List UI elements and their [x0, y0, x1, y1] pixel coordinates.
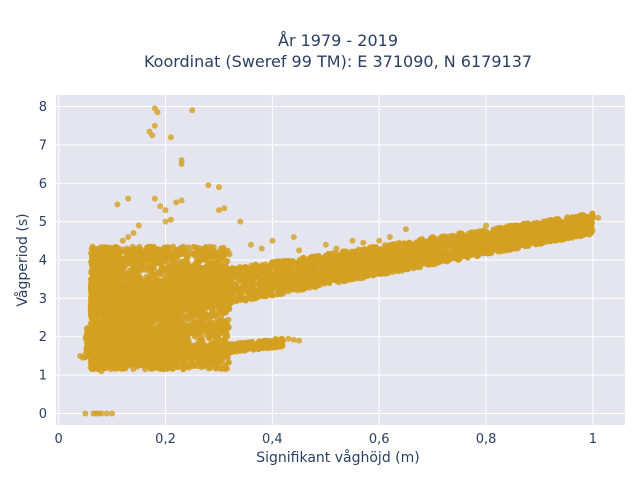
cloud-point: [226, 359, 232, 365]
cloud-point: [158, 250, 164, 256]
cloud-point: [223, 310, 229, 316]
cloud-point: [207, 323, 213, 329]
cloud-point: [99, 311, 105, 317]
cloud-point: [90, 306, 96, 312]
cloud-point: [127, 252, 133, 258]
cloud-point: [144, 274, 150, 280]
cloud-point: [112, 257, 118, 263]
cloud-point: [194, 334, 200, 340]
cloud-point: [184, 327, 190, 333]
cloud-point: [161, 364, 167, 370]
cloud-point: [158, 269, 164, 275]
cloud-point: [197, 325, 203, 331]
cloud-point: [115, 247, 121, 253]
cloud-point: [149, 257, 155, 263]
cloud-point: [203, 245, 209, 251]
cloud-point: [130, 366, 136, 372]
cloud-point: [119, 264, 125, 270]
cloud-point: [202, 257, 208, 263]
cloud-point: [90, 315, 96, 321]
cloud-point: [224, 258, 230, 264]
cloud-point: [218, 360, 224, 366]
cloud-point: [195, 363, 201, 369]
cloud-point: [178, 320, 184, 326]
cloud-point: [203, 311, 209, 317]
cloud-point: [88, 276, 94, 282]
cloud-point: [104, 288, 110, 294]
cloud-point: [137, 274, 143, 280]
cloud-point: [205, 263, 211, 269]
cloud-point: [214, 318, 220, 324]
cloud-point: [145, 248, 151, 254]
cloud-point: [187, 363, 193, 369]
cloud-point: [161, 256, 167, 262]
cloud-point: [325, 251, 331, 257]
cloud-point: [88, 250, 94, 256]
cloud-point: [169, 366, 175, 372]
cloud-point: [180, 263, 186, 269]
cloud-point: [214, 334, 220, 340]
cloud-point: [121, 257, 127, 263]
cloud-point: [105, 304, 111, 310]
cloud-point: [222, 249, 228, 255]
cloud-point: [185, 313, 191, 319]
cloud-point: [104, 260, 110, 266]
cloud-point: [139, 264, 145, 270]
cloud-point: [97, 280, 103, 286]
cloud-point: [110, 274, 116, 280]
cloud-point: [201, 363, 207, 369]
cloud-point: [290, 283, 296, 289]
cloud-point: [181, 366, 187, 372]
cloud-point: [205, 251, 211, 257]
cloud-point: [220, 319, 226, 325]
cloud-point: [211, 244, 217, 250]
cloud-point: [210, 313, 216, 319]
cloud-point: [98, 244, 104, 250]
cloud-point: [223, 332, 229, 338]
cloud-point: [182, 248, 188, 254]
cloud-point: [187, 302, 193, 308]
cloud-point: [88, 270, 94, 276]
cloud-point: [88, 293, 94, 299]
cloud-point: [91, 363, 97, 369]
cloud-point: [130, 244, 136, 250]
cloud-point: [101, 294, 107, 300]
cloud-point: [209, 360, 215, 366]
cloud-point: [217, 366, 223, 372]
cloud-point: [151, 263, 157, 269]
cloud-point: [97, 287, 103, 293]
cloud-point: [192, 251, 198, 257]
cloud-point: [105, 248, 111, 254]
cloud-point: [209, 329, 215, 335]
